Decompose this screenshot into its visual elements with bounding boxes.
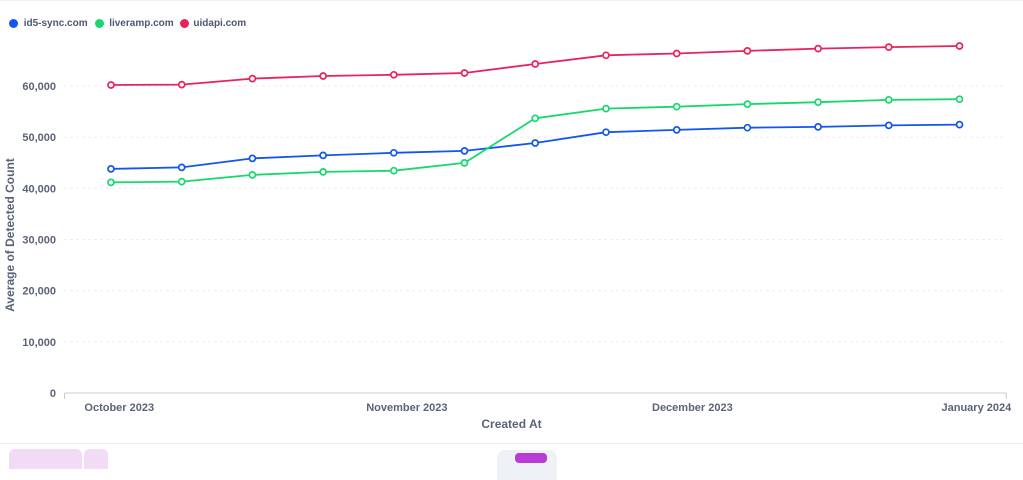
svg-text:November 2023: November 2023 <box>366 402 447 414</box>
svg-text:December 2023: December 2023 <box>652 402 733 414</box>
svg-text:October 2023: October 2023 <box>84 402 154 414</box>
svg-text:10,000: 10,000 <box>22 337 56 349</box>
svg-text:40,000: 40,000 <box>22 183 56 195</box>
svg-text:January 2024: January 2024 <box>942 402 1013 414</box>
svg-text:20,000: 20,000 <box>22 286 56 298</box>
svg-text:30,000: 30,000 <box>22 235 56 247</box>
svg-text:60,000: 60,000 <box>22 81 56 93</box>
svg-text:0: 0 <box>50 388 56 400</box>
svg-text:50,000: 50,000 <box>22 132 56 144</box>
